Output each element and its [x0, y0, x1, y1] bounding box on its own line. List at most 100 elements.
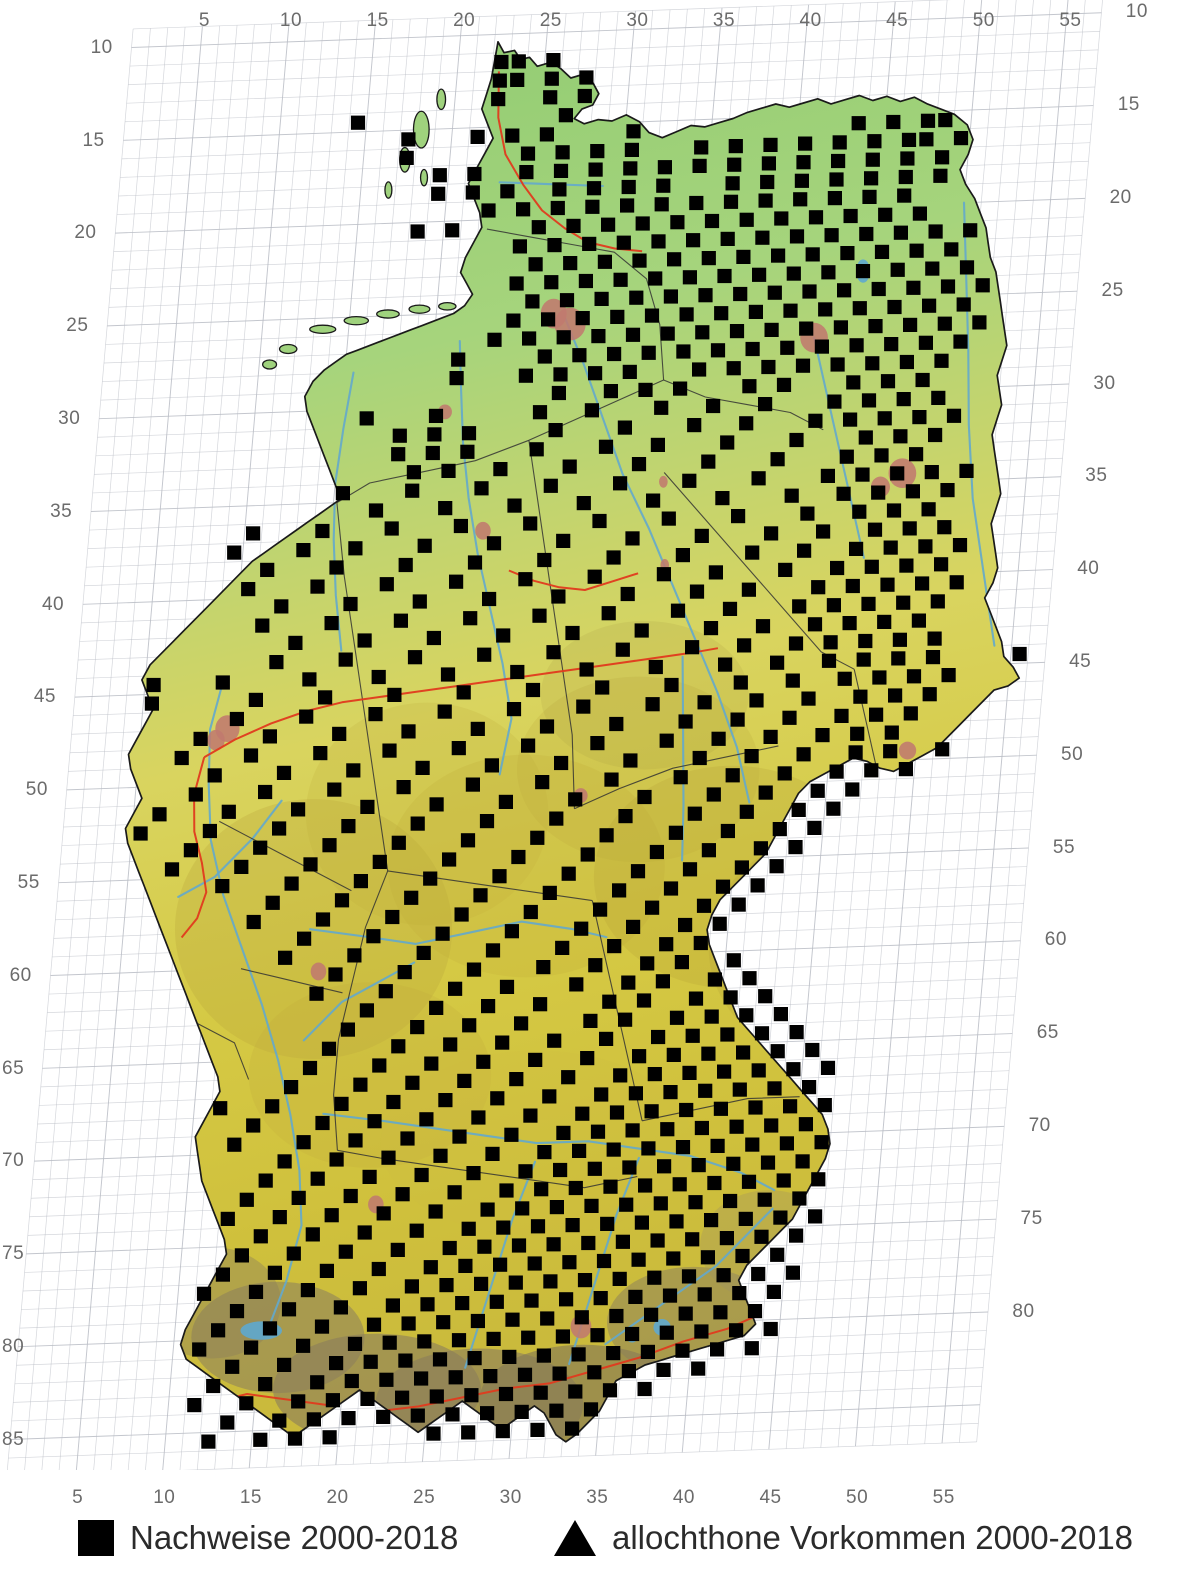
record-marker	[548, 423, 563, 438]
record-marker	[499, 979, 515, 994]
record-marker	[262, 729, 277, 744]
record-marker	[729, 1323, 744, 1338]
record-marker	[824, 228, 839, 243]
record-marker	[747, 1304, 763, 1319]
record-marker	[410, 816, 425, 831]
record-marker	[645, 900, 660, 915]
record-marker	[414, 1371, 429, 1386]
record-marker	[937, 316, 952, 331]
record-marker	[816, 524, 831, 539]
record-marker	[730, 712, 745, 727]
record-marker	[542, 1089, 557, 1104]
record-marker	[745, 545, 760, 560]
record-marker	[432, 168, 447, 183]
record-marker	[612, 1271, 627, 1286]
record-marker	[360, 799, 375, 814]
record-marker	[726, 1156, 741, 1171]
axis-tick-bottom-15: 15	[239, 1487, 262, 1508]
axis-tick-right-40: 40	[1077, 558, 1100, 580]
record-marker	[659, 1325, 674, 1340]
record-marker	[303, 857, 318, 872]
record-marker	[552, 1366, 567, 1381]
record-marker	[429, 1000, 444, 1015]
record-marker	[644, 1104, 659, 1119]
record-marker	[834, 708, 849, 723]
record-marker	[771, 248, 786, 263]
record-marker	[630, 864, 646, 879]
record-marker	[579, 662, 594, 677]
record-marker	[277, 1357, 292, 1372]
record-marker	[606, 550, 621, 565]
record-marker	[466, 962, 482, 977]
record-marker	[657, 160, 672, 175]
record-marker	[366, 929, 381, 944]
record-marker	[227, 1137, 242, 1152]
record-marker	[874, 448, 889, 463]
record-marker	[720, 231, 735, 246]
record-marker	[435, 926, 450, 941]
record-marker	[694, 1120, 709, 1136]
record-marker	[596, 1253, 612, 1269]
record-marker	[590, 736, 605, 751]
record-marker	[511, 1238, 527, 1253]
record-marker	[660, 1122, 675, 1137]
record-marker	[880, 577, 895, 592]
axis-tick-bottom-40: 40	[672, 1487, 695, 1508]
record-marker	[428, 408, 444, 423]
axis-tick-bottom-45: 45	[759, 1487, 782, 1508]
record-marker	[474, 481, 489, 496]
record-marker	[368, 707, 383, 722]
axis-tick-left-70: 70	[2, 1150, 25, 1172]
distribution-map	[6, 0, 1103, 1470]
record-marker	[360, 1391, 375, 1406]
record-marker	[839, 449, 854, 464]
record-marker	[696, 898, 712, 913]
record-marker	[673, 770, 688, 785]
record-marker	[530, 830, 545, 845]
record-marker	[215, 879, 230, 894]
record-marker	[530, 1219, 546, 1234]
record-marker	[343, 596, 358, 612]
record-marker	[685, 1232, 700, 1247]
record-marker	[693, 935, 708, 951]
record-marker	[453, 518, 468, 534]
record-marker	[886, 503, 902, 518]
legend-label-allochthone: allochthone Vorkommen 2000-2018	[612, 1519, 1134, 1556]
record-marker	[584, 403, 599, 418]
record-marker	[420, 1297, 435, 1312]
record-marker	[253, 840, 268, 855]
record-marker	[599, 1031, 614, 1046]
record-marker	[480, 1202, 495, 1217]
record-marker	[598, 439, 614, 454]
record-marker	[933, 168, 948, 183]
record-marker	[296, 1338, 311, 1353]
record-marker	[682, 862, 698, 877]
axis-tick-bottom-10: 10	[153, 1487, 176, 1508]
record-marker	[805, 1042, 820, 1058]
record-marker	[451, 1333, 467, 1348]
record-marker	[284, 1080, 299, 1095]
record-marker	[590, 1328, 605, 1343]
record-marker	[334, 893, 350, 908]
record-marker	[785, 673, 800, 688]
record-marker	[482, 591, 497, 607]
record-marker	[556, 533, 571, 548]
record-marker	[750, 878, 765, 893]
record-marker	[401, 724, 416, 739]
record-marker	[814, 339, 829, 354]
record-marker	[481, 999, 496, 1014]
record-marker	[628, 1289, 643, 1304]
record-marker	[902, 521, 917, 536]
record-marker	[229, 711, 244, 727]
record-marker	[467, 555, 483, 570]
record-marker	[692, 362, 707, 377]
record-marker	[694, 528, 709, 543]
record-marker	[588, 958, 603, 973]
record-marker	[745, 341, 760, 357]
record-marker	[688, 1195, 703, 1210]
record-marker	[291, 1190, 306, 1205]
record-marker	[536, 1348, 551, 1363]
axis-tick-right-45: 45	[1069, 651, 1092, 672]
record-marker	[789, 1228, 804, 1243]
record-marker	[297, 931, 312, 946]
